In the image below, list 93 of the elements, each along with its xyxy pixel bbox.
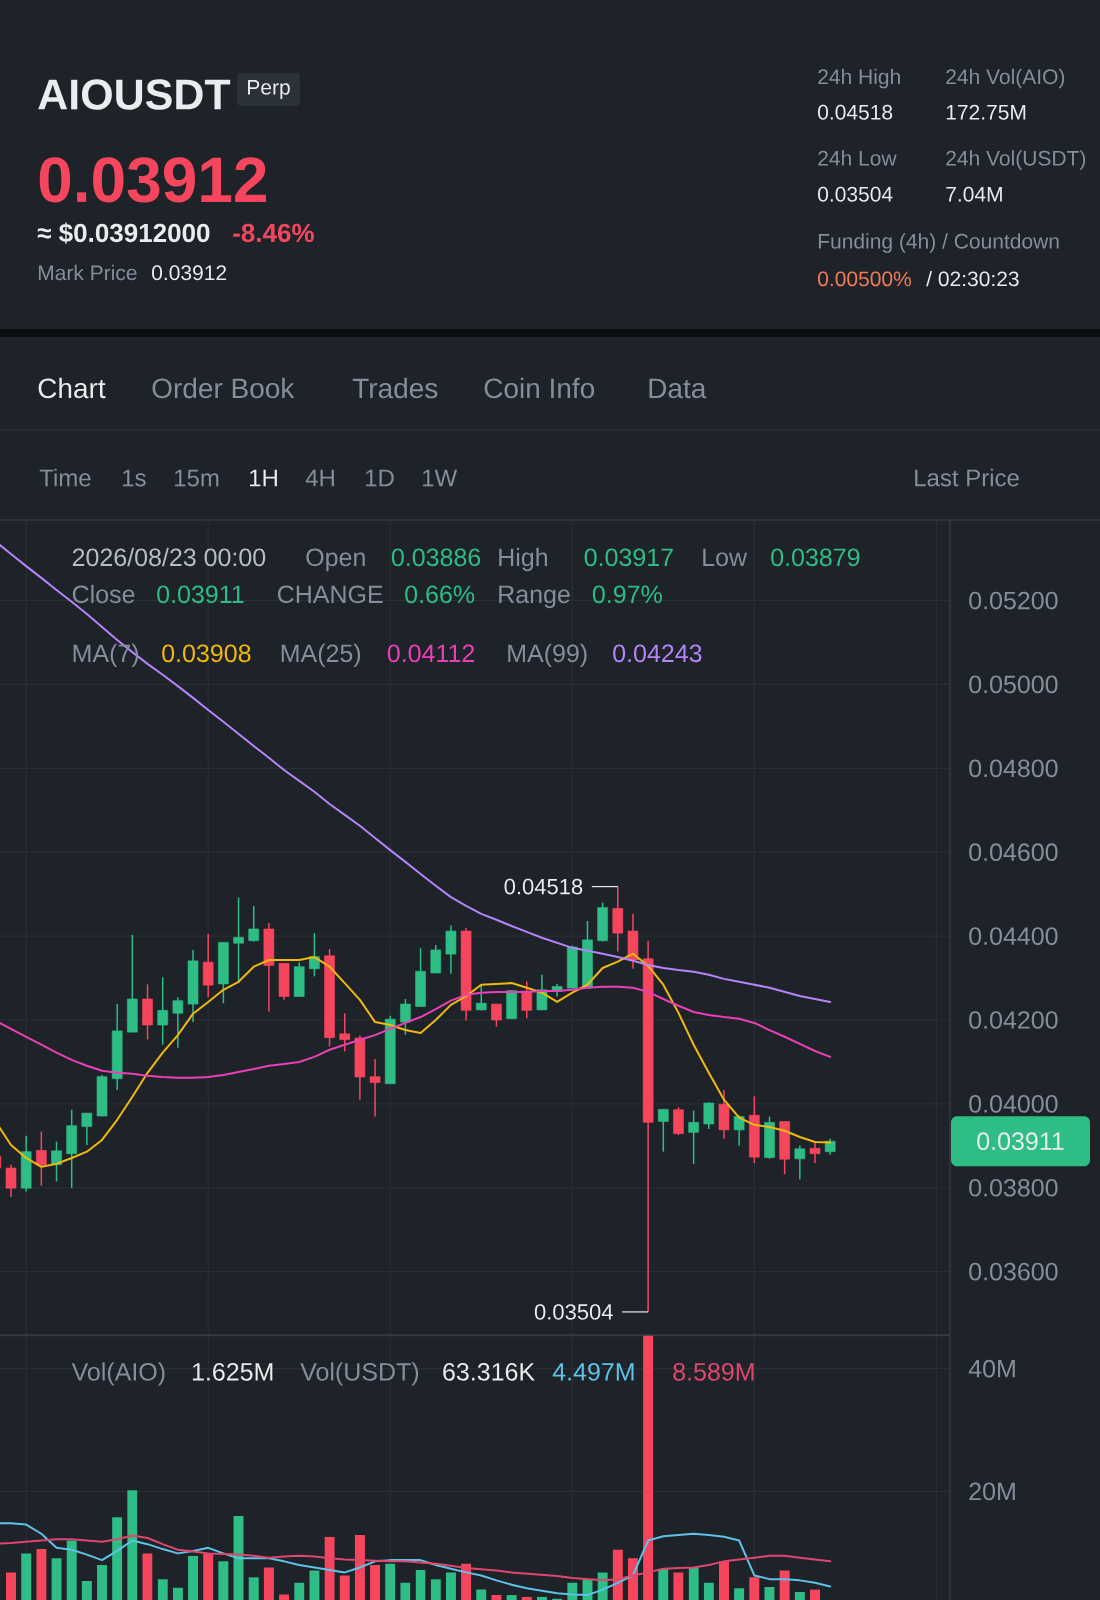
text: 0.04518 — [818, 104, 893, 120]
candlestick — [430, 944, 442, 974]
annotation: Close — [72, 584, 135, 604]
candlestick — [809, 1140, 821, 1164]
chart-title: AIOUSDT — [38, 79, 231, 110]
annotation: 0.04518 — [504, 878, 583, 895]
annotation: 0.03917 — [584, 548, 673, 567]
annotation: 0.66% — [405, 585, 475, 604]
text: 24h High — [818, 68, 900, 89]
text: / 02:30:23 — [926, 270, 1019, 287]
candlestick — [658, 1108, 669, 1153]
text: ≈ $0.03912000 — [37, 222, 210, 244]
candlestick — [51, 1140, 62, 1183]
candlestick — [339, 1012, 351, 1053]
annotation: Vol(USDT) — [300, 1362, 419, 1386]
text: Order Book — [152, 377, 295, 399]
annotation: CHANGE — [277, 585, 383, 604]
candlestick — [202, 933, 214, 999]
text: Trades — [352, 377, 438, 399]
candlestick — [400, 998, 411, 1036]
annotation: Range — [499, 585, 570, 609]
annotation: High — [499, 547, 547, 572]
text: Funding (4h) / Countdown — [818, 233, 1059, 253]
text: Mark Price — [38, 264, 137, 281]
y-tick-label: 0.03800 — [969, 1178, 1058, 1197]
text: 172.75M — [946, 104, 1026, 120]
y-tick-label: 0.04200 — [969, 1011, 1058, 1029]
text: Chart — [38, 377, 106, 399]
candlestick — [688, 1109, 699, 1165]
annotation: 0.03908 — [162, 644, 251, 663]
annotation: 8.589M — [673, 1362, 754, 1381]
annotation: MA(7) — [73, 643, 139, 668]
candlestick — [794, 1144, 806, 1181]
candlestick — [491, 1003, 502, 1028]
annotation: MA(99) — [508, 643, 587, 668]
y-tick-label: 0.05200 — [969, 591, 1058, 610]
annotation: MA(25) — [281, 643, 361, 668]
annotation: 0.03504 — [534, 1304, 613, 1320]
annotation: Open — [306, 548, 365, 572]
annotation: 1.625M — [192, 1362, 273, 1381]
candlestick — [673, 1106, 684, 1136]
candlestick — [172, 996, 184, 1049]
text: 24h Vol(USDT) — [946, 150, 1086, 170]
y-tick-label: 0.03600 — [969, 1262, 1058, 1281]
text: 1s — [123, 469, 146, 487]
y-tick-label: 40M — [968, 1359, 1015, 1378]
annotation: Low — [703, 548, 748, 567]
y-tick-label: 0.05000 — [969, 675, 1058, 694]
annotation: 0.97% — [592, 585, 662, 604]
candlestick — [5, 1163, 17, 1198]
candlestick — [733, 1114, 745, 1147]
text: Data — [649, 378, 707, 399]
text: Perp — [248, 80, 290, 99]
text: 24h Vol(AIO) — [946, 68, 1065, 89]
annotation: 0.04112 — [387, 644, 475, 663]
text: Time — [39, 468, 91, 487]
text: 1H — [250, 469, 277, 487]
text: 1D — [366, 469, 394, 487]
annotation: 0.03911 — [157, 585, 244, 604]
text: 0.03912 — [152, 265, 227, 281]
text: 1W — [423, 469, 458, 487]
candlestick — [157, 976, 168, 1046]
annotation: 63.316K — [443, 1362, 535, 1381]
text: Last Price — [915, 468, 1019, 487]
annotation: 0.03879 — [771, 548, 860, 567]
text: 15m — [175, 469, 219, 487]
text: -8.46% — [233, 223, 314, 243]
candlestick — [248, 905, 260, 943]
y-tick-label: 0.04800 — [969, 759, 1058, 778]
text: 0.03912 — [39, 157, 266, 203]
text: 0.00500% — [818, 271, 912, 287]
y-tick-label: 20M — [969, 1482, 1015, 1501]
annotation: 2026/08/23 00:00 — [72, 547, 266, 567]
text: 0.03504 — [818, 186, 893, 202]
y-tick-label: 0.04600 — [969, 843, 1058, 862]
annotation: 4.497M — [552, 1362, 634, 1381]
y-tick-label: 0.04400 — [969, 927, 1058, 945]
text: 24h Low — [818, 150, 897, 166]
text: 7.04M — [946, 186, 1002, 202]
text: Coin Info — [484, 377, 595, 399]
candlestick — [703, 1101, 715, 1130]
annotation: 0.03886 — [391, 548, 481, 567]
candlestick — [521, 980, 533, 1020]
annotation: 0.04243 — [613, 644, 702, 663]
annotation: Vol(AIO) — [71, 1362, 165, 1386]
text: 4H — [305, 469, 334, 487]
candlestick — [81, 1112, 93, 1146]
candlestick — [36, 1130, 47, 1187]
candlestick — [369, 1058, 381, 1118]
candlestick — [445, 924, 457, 975]
candlestick — [475, 984, 487, 1012]
y-tick-label: 0.04000 — [969, 1095, 1058, 1113]
text: 0.03911 — [977, 1132, 1064, 1151]
